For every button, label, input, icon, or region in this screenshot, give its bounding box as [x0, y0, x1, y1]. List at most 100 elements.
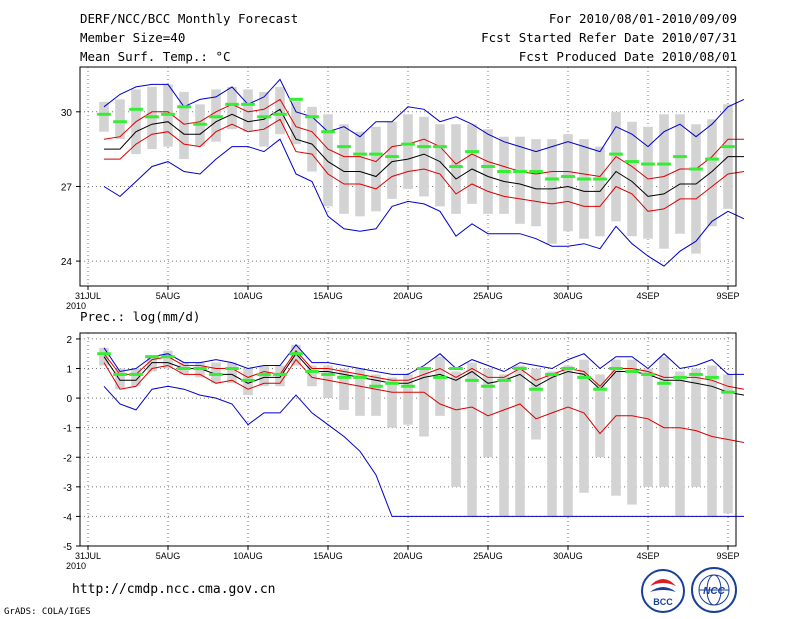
temp-box-bar [339, 124, 349, 214]
temp-box-bar [579, 139, 589, 239]
temp-median-marker [561, 175, 575, 178]
prec-box-bar [227, 362, 237, 384]
temp-median-marker [433, 145, 447, 149]
variable-label-top: Mean Surf. Temp.: °C [80, 49, 231, 64]
prec-box-bar [387, 377, 397, 428]
prec-median-marker [545, 372, 559, 376]
temp-median-marker [241, 102, 255, 106]
temp-median-marker [273, 112, 287, 116]
prec-median-marker [369, 384, 383, 388]
temp-median-marker [465, 150, 479, 154]
temp-median-marker [97, 112, 111, 116]
temp-box-bar [691, 124, 701, 254]
temp-xtick-label: 10AUG [233, 291, 263, 301]
temp-median-marker [721, 145, 735, 149]
prec-median-marker [337, 375, 351, 379]
prec-median-marker [289, 352, 303, 356]
forecast-period: For 2010/08/01-2010/09/09 [548, 11, 737, 26]
prec-xtick-label: 30AUG [553, 551, 583, 561]
bcc-logo-text: BCC [653, 597, 673, 607]
temp-median-marker [593, 177, 607, 181]
prec-box-bar [467, 362, 477, 517]
temp-median-marker [257, 115, 271, 119]
temp-box-bar [707, 119, 717, 227]
temperature-panel: 24 27 30 31JUL 5AUG 10AUG 15AUG 20AUG 25AUG 30AUG… [61, 66, 745, 311]
prec-ytick-label: 0 [66, 394, 72, 405]
temp-xtick-label: 25AUG [473, 291, 503, 301]
prec-box-bar [99, 347, 109, 366]
website-url[interactable]: http://cmdp.ncc.cma.gov.cn [72, 582, 276, 597]
temp-mean-line [104, 108, 744, 197]
temp-median-marker [529, 170, 543, 174]
temp-median-marker [161, 112, 175, 116]
temp-median-marker [673, 155, 687, 159]
prec-median-marker [241, 378, 255, 382]
prec-box-bar [515, 365, 525, 517]
temp-box-bar [275, 86, 285, 135]
prec-median-marker [657, 381, 671, 385]
prec-median-marker [625, 369, 639, 373]
prec-median-marker [561, 367, 575, 370]
temp-box-bar [307, 106, 317, 172]
prec-median-marker [209, 372, 223, 376]
prec-box-bar [403, 374, 413, 425]
temp-box-bar [675, 114, 685, 234]
prec-spread-lower-line [103, 358, 745, 443]
prec-median-marker [145, 355, 159, 359]
prec-median-marker [465, 378, 479, 382]
temp-median-marker [193, 122, 207, 126]
prec-median-marker [161, 355, 175, 359]
temp-median-marker [481, 165, 495, 169]
temp-xtick-label: 15AUG [313, 291, 343, 301]
prec-envelope-min-line [103, 385, 744, 517]
prec-box-bar [531, 368, 541, 440]
prec-median-marker [529, 387, 543, 391]
prec-xtick-label: 5AUG [156, 551, 181, 561]
prec-box-bar [115, 368, 125, 390]
prec-median-marker [673, 375, 687, 379]
prec-xtick-label: 4SEP [636, 551, 659, 561]
prec-box-bar [307, 365, 317, 387]
prec-box-bar [483, 368, 493, 458]
prec-median-marker [257, 372, 271, 376]
prec-box-bar [627, 359, 637, 505]
temp-box-bar [355, 131, 365, 217]
temp-median-marker [545, 177, 559, 181]
temp-ytick-label: 30 [61, 108, 73, 119]
prec-xtick-label: 31JUL [75, 551, 101, 561]
temp-median-marker [337, 145, 351, 149]
prec-xtick-label: 9SEP [716, 551, 739, 561]
temp-median-marker [577, 177, 591, 181]
prec-median-marker [177, 367, 191, 370]
prec-box-bar [723, 374, 733, 514]
temp-box-bar [403, 114, 413, 189]
prec-ytick-label: 2 [66, 335, 72, 346]
temp-median-marker [225, 102, 239, 106]
temp-median-marker [305, 115, 319, 119]
precipitation-panel: -5 -4 -3 -2 -1 0 1 2 31JUL 5AUG 10AUG 15AUG 20AUG 25A… [63, 309, 745, 571]
ncc-logo: NCC [690, 566, 738, 614]
bcc-logo: BCC [640, 568, 686, 614]
prec-median-marker [129, 372, 143, 376]
prec-box-bar [643, 368, 653, 487]
prec-box-bar [691, 368, 701, 487]
temp-box-bar [323, 114, 333, 207]
prec-box-bar [355, 368, 365, 416]
prec-median-marker [321, 372, 335, 376]
prec-box-bar [131, 368, 141, 387]
temp-median-marker [641, 162, 655, 166]
temp-median-marker [129, 107, 143, 111]
prec-box-bar [163, 350, 173, 369]
prec-box-bar [707, 365, 717, 517]
temp-box-bar [291, 101, 301, 145]
temp-box-bar [179, 91, 189, 160]
prec-box-bar [451, 371, 461, 487]
prec-median-marker [417, 367, 431, 370]
prec-envelope-max-line [103, 344, 744, 375]
temp-box-bar [371, 126, 381, 212]
temp-median-marker [385, 155, 399, 159]
temp-box-bar [611, 111, 621, 222]
prec-box-bar [579, 359, 589, 493]
prec-ytick-label: -5 [63, 542, 72, 553]
prec-median-marker [353, 375, 367, 379]
